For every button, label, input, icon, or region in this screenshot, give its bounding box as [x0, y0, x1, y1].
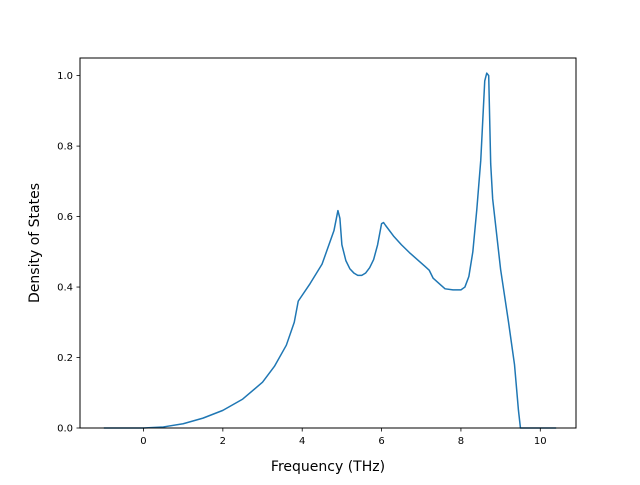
y-tick-label: 1.0	[57, 71, 73, 82]
ticks-layer: 0 2 4 6 8 10 0.0 0.2 0.4 0.6 0.8 1.0	[57, 71, 547, 447]
y-axis-label: Density of States	[27, 183, 43, 303]
series-line-0	[103, 72, 557, 429]
y-tick-label: 0.8	[57, 142, 73, 153]
x-tick-label: 0	[140, 436, 146, 447]
y-tick-label: 0.0	[57, 424, 73, 435]
y-tick-label: 0.2	[57, 353, 73, 364]
x-tick-label: 6	[378, 436, 384, 447]
x-tick-label: 4	[299, 436, 305, 447]
x-tick-label: 8	[458, 436, 464, 447]
x-tick-label: 2	[220, 436, 226, 447]
x-tick-label: 10	[534, 436, 547, 447]
plot-layer	[103, 72, 557, 429]
axes-frame	[79, 57, 577, 429]
y-tick-label: 0.4	[57, 283, 73, 294]
x-axis-label: Frequency (THz)	[271, 459, 385, 475]
y-tick-label: 0.6	[57, 212, 73, 223]
